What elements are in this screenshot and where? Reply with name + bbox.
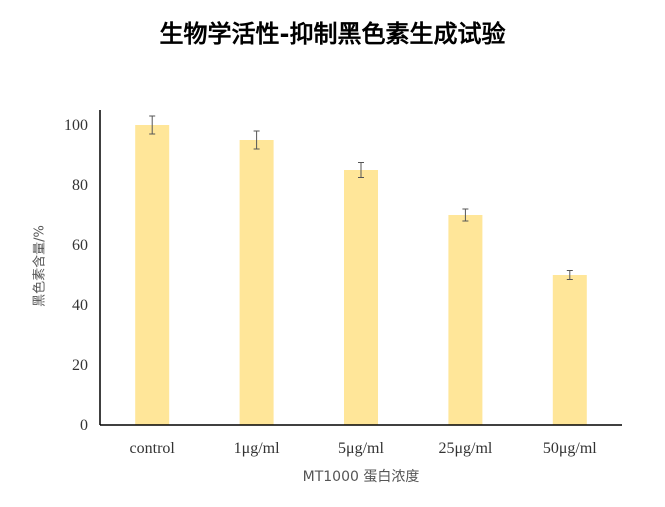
- x-tick-label-3: 25μg/ml: [438, 440, 492, 457]
- x-axis-label: MT1000 蛋白浓度: [302, 469, 420, 485]
- bar-1: [239, 140, 274, 425]
- chart-title: 生物学活性-抑制黑色素生成试验: [159, 20, 506, 48]
- y-tick-label-1: 20: [72, 357, 88, 374]
- y-tick-label-2: 40: [72, 297, 88, 314]
- y-tick-label-4: 80: [72, 177, 88, 194]
- x-tick-label-2: 5μg/ml: [338, 440, 384, 457]
- bar-0: [135, 125, 170, 425]
- y-tick-label-0: 0: [80, 417, 88, 434]
- x-tick-label-0: control: [130, 440, 176, 457]
- bar-4: [552, 275, 587, 425]
- y-tick-label-5: 100: [64, 117, 88, 134]
- bar-2: [344, 170, 378, 425]
- bar-3: [448, 215, 483, 425]
- x-tick-label-4: 50μg/ml: [543, 440, 597, 457]
- y-axis-label: 黑色素含量/%: [32, 225, 48, 307]
- y-tick-label-3: 60: [72, 237, 88, 254]
- x-tick-label-1: 1μg/ml: [234, 440, 280, 457]
